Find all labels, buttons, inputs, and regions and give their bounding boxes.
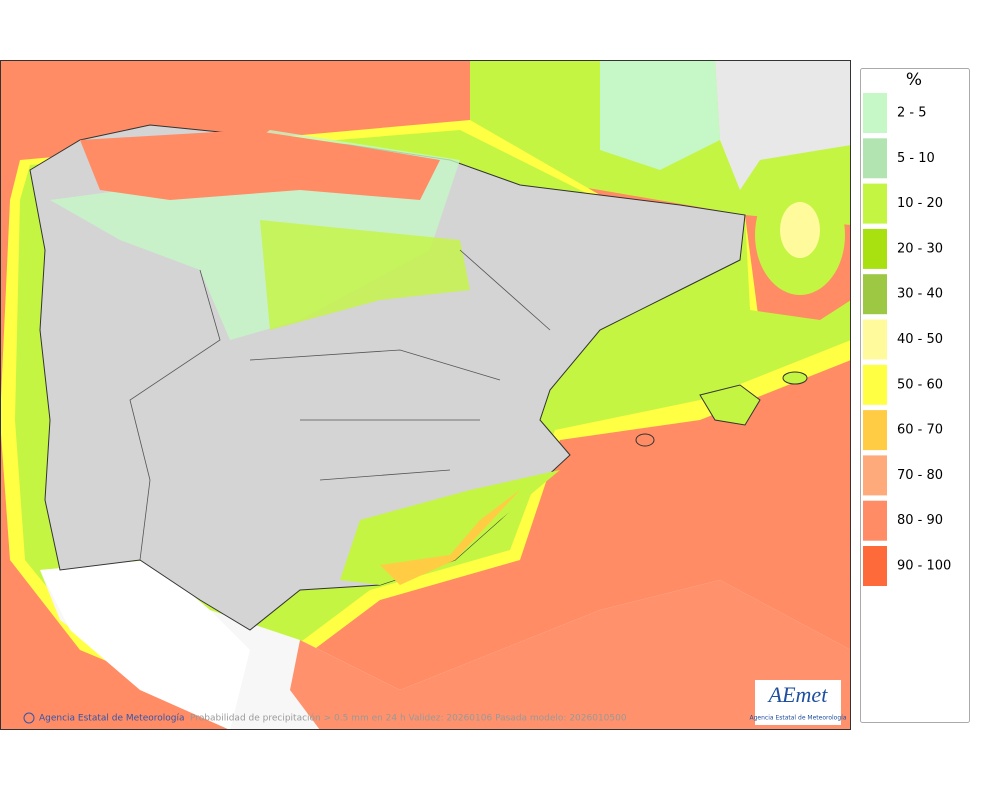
- legend-swatch: [863, 546, 887, 586]
- precip-area: [340, 470, 560, 585]
- borders: [129, 249, 551, 561]
- island: [635, 433, 655, 447]
- legend-label: 70 - 80: [897, 468, 943, 483]
- map-frame: [0, 60, 851, 730]
- france-dry: [715, 60, 851, 190]
- legend-label: 60 - 70: [897, 423, 943, 438]
- legend-swatch: [863, 364, 887, 405]
- precip-area: [260, 220, 470, 330]
- legend-swatch: [863, 93, 887, 133]
- legend-swatch: [863, 274, 887, 315]
- logo-subtitle: Agencia Estatal de Meteorología: [750, 715, 847, 722]
- legend-label: 30 - 40: [897, 287, 943, 302]
- legend-label: 20 - 30: [897, 241, 943, 256]
- legend-label: 2 - 5: [897, 106, 927, 121]
- legend-title: %: [906, 70, 922, 90]
- logo-box: [755, 680, 841, 725]
- island: [699, 384, 761, 426]
- legend-box: [860, 68, 970, 723]
- legend-swatch: [863, 228, 887, 269]
- island: [782, 371, 808, 385]
- legend-label: 10 - 20: [897, 196, 943, 211]
- credit: Agencia Estatal de Meteorología: [39, 714, 185, 724]
- legend-label: 50 - 60: [897, 377, 943, 392]
- legend-swatch: [863, 319, 887, 360]
- legend-swatch: [863, 138, 887, 179]
- logo-name: AEmet: [767, 682, 829, 707]
- caption: Probabilidad de precipitación > 0.5 mm e…: [190, 713, 627, 724]
- legend-label: 80 - 90: [897, 513, 943, 528]
- legend-label: 90 - 100: [897, 559, 951, 574]
- legend-swatch: [863, 183, 887, 224]
- legend-swatch: [863, 500, 887, 541]
- precip-area: [80, 130, 440, 200]
- africa-dry: [40, 560, 250, 730]
- sea-band: [780, 202, 820, 258]
- legend-label: 40 - 50: [897, 332, 943, 347]
- legend-swatch: [863, 455, 887, 496]
- france-light: [600, 60, 720, 170]
- copyright-icon: [23, 712, 35, 724]
- map: Agencia Estatal de Meteorología Probabil…: [0, 60, 851, 730]
- legend-items: 2 - 5 5 - 10 10 - 20 20 - 30 30 - 40 40 - 50 5…: [863, 93, 951, 586]
- legend-swatch: [863, 410, 887, 451]
- precip-area: [380, 490, 520, 585]
- legend-label: 5 - 10: [897, 151, 935, 166]
- africa-sea-overlay: [290, 580, 851, 730]
